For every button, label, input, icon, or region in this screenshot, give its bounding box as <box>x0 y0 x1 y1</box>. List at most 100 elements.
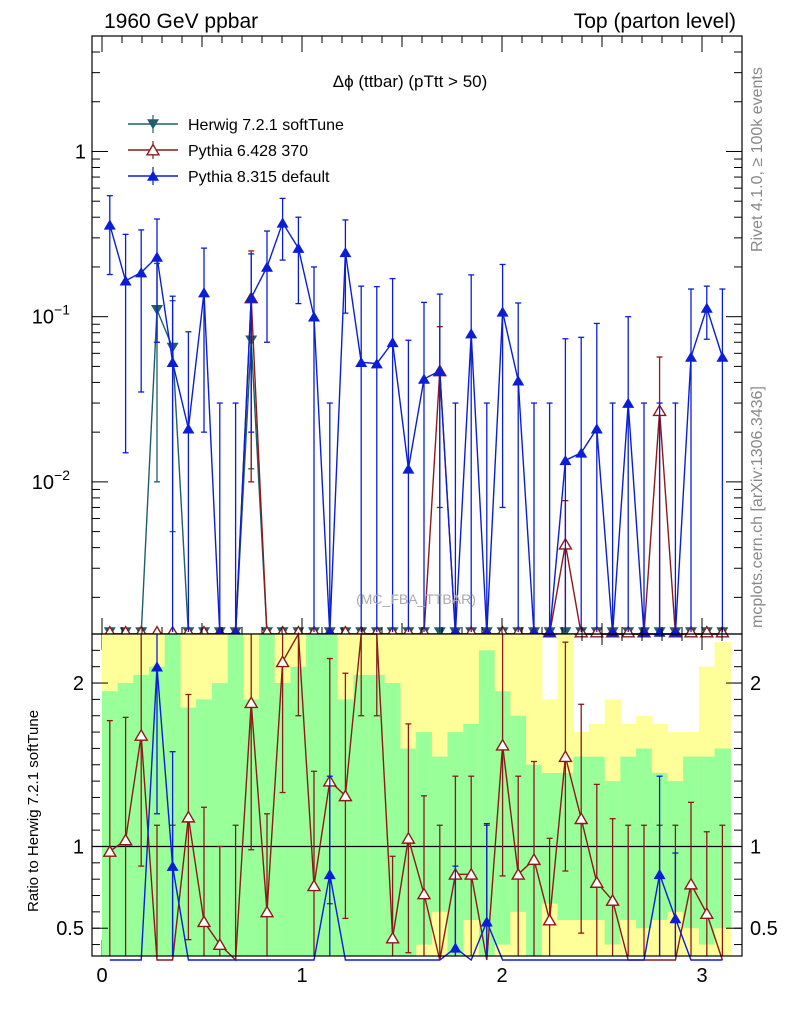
herwig-point <box>433 627 446 638</box>
y-tick-label-base: 10 <box>32 307 54 329</box>
ratio-pythia8-point <box>323 868 336 880</box>
ratio-y-tick-label-left: 0.5 <box>56 918 84 940</box>
ratio-pythia6-point <box>495 738 510 751</box>
ratio-pythia8-point <box>653 868 666 880</box>
y-tick-label: 10−1 <box>32 302 70 329</box>
ratio-band-green <box>368 674 386 956</box>
pythia8-point <box>559 454 572 466</box>
pythia8-point <box>512 375 525 386</box>
y-tick-label-exponent: −2 <box>54 467 70 483</box>
ratio-pythia6-point <box>118 833 133 846</box>
ratio-pythia6-point <box>558 749 573 763</box>
pythia8-point <box>182 423 195 434</box>
pythia8-point <box>716 351 729 362</box>
pythia8-point <box>575 447 588 458</box>
ratio-pythia8-point <box>669 913 682 924</box>
ratio-band-green <box>274 683 292 956</box>
ratio-band-green <box>227 634 245 956</box>
ratio-band-green <box>259 634 276 956</box>
pythia8-point <box>433 365 446 376</box>
legend-marker-pythia6 <box>145 143 161 156</box>
pythia8-point <box>418 373 430 384</box>
pythia8-point <box>245 292 258 303</box>
pythia8-line <box>109 221 724 635</box>
y-tick-label-base: 10 <box>32 472 54 494</box>
ratio-y-tick-label-right: 1 <box>750 836 761 858</box>
pythia8-point <box>292 242 305 253</box>
mcplots-reference-label: mcplots.cern.ch [arXiv:1306.3436] <box>749 386 766 628</box>
ratio-pythia6-line <box>109 631 724 962</box>
legend-marker-herwig <box>147 119 159 130</box>
pythia8-point <box>261 261 273 272</box>
pythia8-point <box>402 463 415 474</box>
y-tick-label-exponent: −1 <box>54 302 70 318</box>
ratio-plot-panel: 0.5 0.5 1 1 2 2 0 1 2 3 Ratio to Herwig 7.2.1 sof… <box>25 631 778 987</box>
herwig-line <box>109 309 723 635</box>
pythia8-point <box>370 358 383 369</box>
ratio-plot-axes: 0.5 0.5 1 1 2 2 0 1 2 3 <box>56 649 778 987</box>
main-plot-data <box>102 195 730 638</box>
ratio-band-green <box>290 666 307 956</box>
ratio-pythia6-point <box>259 905 275 918</box>
ratio-pythia6-point <box>275 655 290 668</box>
ratio-pythia8-point <box>151 661 163 672</box>
pythia8-point <box>151 251 163 262</box>
pythia8-point <box>590 423 603 434</box>
ratio-y-axis-label: Ratio to Herwig 7.2.1 softTune <box>25 710 42 912</box>
pythia8-point <box>496 306 509 317</box>
x-tick-label: 0 <box>96 965 107 987</box>
pythia8-point <box>308 311 320 322</box>
ratio-pythia6-point <box>463 867 479 880</box>
ratio-pythia8-point <box>480 916 493 927</box>
energy-label: 1960 GeV ppbar <box>104 10 258 33</box>
pythia8-point <box>166 356 179 368</box>
ratio-pythia6-point <box>542 913 557 926</box>
pythia6-line <box>109 297 723 635</box>
pythia8-point <box>339 246 352 258</box>
ratio-pythia6-point <box>212 937 228 951</box>
ratio-pythia8-point <box>166 860 179 871</box>
ratio-y-tick-label-right: 0.5 <box>750 918 778 940</box>
y-tick-label: 10−2 <box>32 467 70 494</box>
ratio-band-green <box>384 683 402 956</box>
ratio-pythia6-point <box>338 789 353 802</box>
ratio-pythia6-point <box>181 810 196 823</box>
ratio-pythia6-point <box>510 867 526 880</box>
y-tick-label: 1 <box>75 141 86 163</box>
x-tick-label: 2 <box>496 965 507 987</box>
ratio-pythia6-point <box>102 844 118 857</box>
ratio-pythia6-point <box>196 914 212 928</box>
rivet-version-label: Rivet 4.1.0, ≥ 100k events <box>749 67 766 252</box>
ratio-uncertainty-bands <box>101 634 731 956</box>
ratio-pythia6-point <box>243 695 259 709</box>
ratio-pythia6-point <box>683 877 699 890</box>
ratio-pythia6-point <box>385 931 400 944</box>
ratio-plot-data <box>92 631 742 962</box>
legend-marker-pythia8 <box>147 170 159 181</box>
pythia8-point <box>198 287 210 298</box>
pythia8-point <box>103 219 116 230</box>
pythia8-point <box>685 351 697 362</box>
legend-label-pythia6: Pythia 6.428 370 <box>188 143 308 160</box>
ratio-pythia6-point <box>699 906 715 920</box>
ratio-pythia6-point <box>589 875 605 888</box>
ratio-pythia6-point <box>605 893 620 906</box>
ratio-band-green <box>478 650 496 956</box>
ratio-band-green <box>211 683 229 956</box>
ratio-pythia8-point <box>449 942 462 953</box>
x-tick-label: 1 <box>296 965 307 987</box>
pythia8-point <box>276 217 289 228</box>
process-label: Top (parton level) <box>574 10 736 33</box>
analysis-watermark: (MC_FBA_TTBAR) <box>356 591 476 607</box>
ratio-plot-frame <box>91 633 743 957</box>
ratio-y-tick-label-left: 2 <box>73 673 84 695</box>
ratio-y-tick-label-left: 1 <box>73 836 84 858</box>
ratio-pythia6-point <box>133 728 149 741</box>
legend-label-pythia8: Pythia 8.315 default <box>188 169 330 186</box>
ratio-band-green <box>353 674 370 956</box>
pythia8-point <box>465 328 478 339</box>
pythia8-point <box>386 336 399 348</box>
plot-title: Δϕ (ttbar) (pTtt > 50) <box>333 72 488 91</box>
pythia8-point <box>355 356 368 368</box>
